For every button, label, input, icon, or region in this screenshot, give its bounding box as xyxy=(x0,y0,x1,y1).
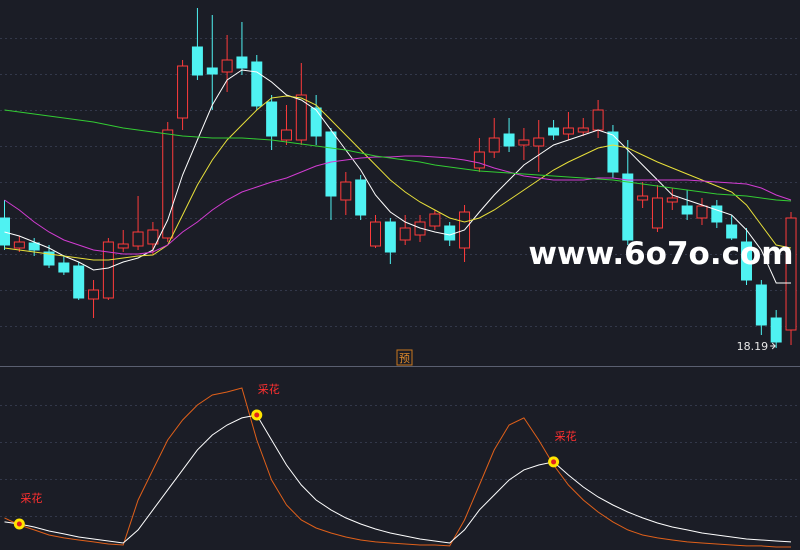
candle-body xyxy=(488,137,500,153)
candle-body xyxy=(785,217,797,331)
low-price-arrowhead xyxy=(771,342,776,350)
candle-body xyxy=(503,133,515,147)
candle-body xyxy=(592,109,604,131)
signal-dot-center xyxy=(16,521,22,527)
candle-body xyxy=(221,59,233,73)
candle-body xyxy=(13,241,25,249)
candle-body xyxy=(681,205,693,215)
candle-body xyxy=(770,317,782,343)
candle-body xyxy=(696,205,708,219)
candle-body xyxy=(266,101,278,137)
signal-dot-center xyxy=(254,412,260,418)
candle-body xyxy=(533,137,545,147)
candle-body xyxy=(162,129,174,239)
candle-body xyxy=(637,195,649,201)
candle-body xyxy=(755,284,767,326)
candle-body xyxy=(43,251,55,266)
candle-body xyxy=(177,65,189,119)
candle-body xyxy=(562,127,574,135)
candle-body xyxy=(355,179,367,216)
marker-box xyxy=(396,349,413,366)
marker-label: 预 xyxy=(399,352,410,365)
candle-body xyxy=(251,61,263,107)
candle-body xyxy=(102,241,114,299)
candle-body xyxy=(295,94,307,141)
candle-body xyxy=(607,131,619,173)
candle-body xyxy=(384,221,396,253)
candle-body xyxy=(117,243,129,249)
candle-body xyxy=(147,229,159,245)
candle-body xyxy=(236,56,248,69)
candle-body xyxy=(473,151,485,169)
moving-average-line xyxy=(4,95,792,261)
candle-body xyxy=(0,217,10,246)
candle-body xyxy=(577,127,589,133)
candle-body xyxy=(28,242,40,251)
candle-body xyxy=(206,67,218,75)
signal-label: 采花 xyxy=(20,492,42,505)
candle-body xyxy=(370,221,381,247)
candle-body xyxy=(444,225,456,241)
candle-body xyxy=(726,224,738,239)
candle-body xyxy=(73,265,85,299)
moving-average-line xyxy=(4,109,792,202)
candle-body xyxy=(280,129,292,141)
watermark: www.6o7o.com xyxy=(528,236,793,272)
low-price-label: 18.19 xyxy=(737,340,769,353)
candle-body xyxy=(651,197,663,229)
candle-body xyxy=(310,107,322,137)
indicator-line xyxy=(4,414,792,544)
signal-label: 采花 xyxy=(258,383,280,396)
candle-body xyxy=(741,241,752,281)
candle-body xyxy=(711,205,723,223)
indicator-line xyxy=(4,387,791,548)
candle-body xyxy=(88,289,100,300)
moving-average-line xyxy=(4,69,791,284)
candle-body xyxy=(132,231,144,247)
candle-body xyxy=(429,213,441,227)
moving-average-line xyxy=(4,155,792,255)
candle-body xyxy=(191,46,203,76)
signal-label: 采花 xyxy=(555,430,577,443)
candle-body xyxy=(622,173,634,241)
candle-body xyxy=(325,131,337,197)
candle-body xyxy=(399,227,411,241)
candle-body xyxy=(548,127,560,136)
signal-dot-center xyxy=(551,459,557,465)
candle-body xyxy=(58,262,70,273)
grid xyxy=(0,38,800,517)
candle-body xyxy=(518,139,530,146)
candle-body xyxy=(666,197,678,203)
candle-body xyxy=(340,181,352,201)
